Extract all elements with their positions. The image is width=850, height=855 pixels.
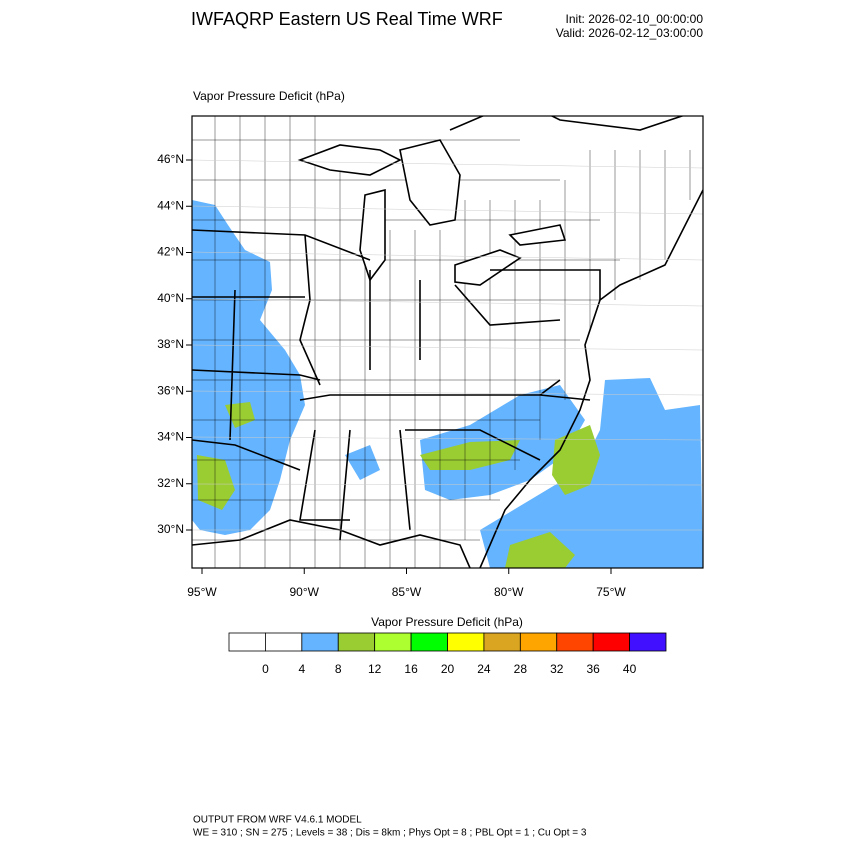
colorbar-label: 28 [514, 662, 528, 676]
county-lines [192, 116, 691, 568]
valid-time: Valid: 2026-02-12_03:00:00 [556, 26, 704, 40]
lon-label: 90°W [290, 585, 320, 599]
vpd-8-12-area [197, 402, 600, 568]
lat-label: 46°N [157, 152, 184, 166]
lat-label: 42°N [157, 245, 184, 259]
map [191, 115, 704, 569]
state-lines [192, 229, 601, 541]
colorbar-label: 32 [550, 662, 564, 676]
lat-label: 36°N [157, 383, 184, 397]
graticule [192, 159, 703, 531]
lat-label: 44°N [157, 198, 184, 212]
colorbar-label: 16 [404, 662, 418, 676]
colorbar-label: 0 [262, 662, 269, 676]
colorbar-label: 40 [623, 662, 637, 676]
colorbar-box [374, 632, 412, 652]
colorbar-label: 4 [298, 662, 305, 676]
lat-label: 32°N [157, 476, 184, 490]
lat-label: 34°N [157, 430, 184, 444]
colorbar-label: 12 [368, 662, 382, 676]
lon-label: 85°W [392, 585, 422, 599]
coastlines [192, 116, 703, 568]
colorbar-box [228, 632, 266, 652]
lon-label: 75°W [596, 585, 626, 599]
colorbar-box [337, 632, 376, 652]
colorbar-box [556, 632, 594, 652]
colorbar-label: 24 [477, 662, 491, 676]
colorbar-title: Vapor Pressure Deficit (hPa) [371, 615, 523, 629]
colorbar-box [447, 632, 485, 652]
lat-label: 30°N [157, 522, 184, 536]
colorbar-label: 36 [586, 662, 600, 676]
lon-label: 95°W [187, 585, 217, 599]
lat-label: 40°N [157, 291, 184, 305]
colorbar-box [265, 632, 303, 652]
footer-line: WE = 310 ; SN = 275 ; Levels = 38 ; Dis … [193, 828, 587, 839]
map-title: Vapor Pressure Deficit (hPa) [193, 89, 345, 103]
colorbar-box [592, 632, 630, 652]
page-title: IWFAQRP Eastern US Real Time WRF [191, 9, 503, 29]
colorbar-label: 20 [441, 662, 455, 676]
colorbar-box [483, 632, 521, 652]
colorbar: 0 4 8 12 16 20 24 28 32 36 40 [228, 632, 667, 676]
init-time: Init: 2026-02-10_00:00:00 [566, 12, 704, 26]
lon-label: 80°W [494, 585, 524, 599]
colorbar-label: 8 [335, 662, 342, 676]
colorbar-box [629, 632, 667, 652]
colorbar-box [410, 632, 448, 652]
footer-line: OUTPUT FROM WRF V4.6.1 MODEL [193, 815, 362, 826]
colorbar-box [301, 632, 339, 652]
lat-label: 38°N [157, 337, 184, 351]
colorbar-box [519, 632, 558, 652]
